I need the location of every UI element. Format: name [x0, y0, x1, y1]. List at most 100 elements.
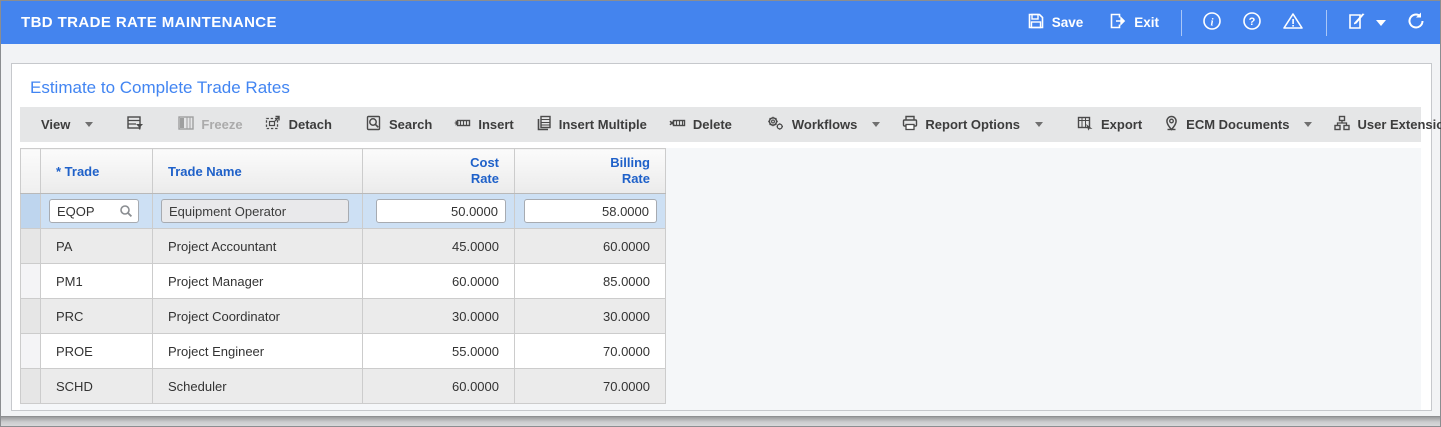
row-selector-cell[interactable] — [20, 228, 41, 264]
info-icon: i — [1202, 11, 1222, 34]
titlebar-separator — [1181, 9, 1182, 36]
trade-cell: PM1 — [40, 263, 153, 299]
save-icon — [1027, 12, 1045, 33]
column-header-cost-rate[interactable]: Cost Rate — [362, 148, 515, 194]
billing-rate-input[interactable] — [524, 199, 657, 223]
export-icon — [1077, 115, 1094, 134]
row-selector-cell[interactable] — [20, 263, 41, 299]
info-button[interactable]: i — [1202, 11, 1222, 34]
export-button[interactable]: Export — [1066, 112, 1153, 138]
trade-cell: PA — [40, 228, 153, 264]
trade-name-cell: Project Manager — [152, 263, 363, 299]
insert-button[interactable]: Insert — [443, 112, 524, 138]
billing-rate-cell: 30.0000 — [514, 298, 666, 334]
refresh-button[interactable] — [1406, 11, 1426, 34]
ecm-documents-button-label: ECM Documents — [1186, 117, 1290, 132]
warnings-button[interactable] — [1282, 11, 1304, 34]
svg-text:?: ? — [1249, 16, 1256, 28]
bottom-splitter-bar[interactable] — [1, 416, 1440, 426]
trade-name-cell: Scheduler — [152, 368, 363, 404]
trade-lov-field — [49, 199, 139, 223]
row-selector-cell[interactable] — [20, 193, 41, 229]
column-header-billing-rate[interactable]: Billing Rate — [514, 148, 666, 194]
delete-button-label: Delete — [692, 117, 732, 132]
trade-cell: PRC — [40, 298, 153, 334]
exit-icon — [1109, 12, 1127, 33]
view-menu-label: View — [41, 117, 71, 132]
delete-icon — [669, 115, 686, 134]
workflows-menu-button[interactable]: Workflows — [755, 112, 892, 138]
freeze-button[interactable]: Freeze — [167, 112, 253, 138]
exit-button[interactable]: Exit — [1109, 12, 1159, 33]
cost-rate-cell-editable — [362, 193, 515, 229]
trade-name-cell: Project Accountant — [152, 228, 363, 264]
search-button-label: Search — [388, 117, 433, 132]
workflows-gears-icon — [766, 115, 785, 134]
table-toolbar: View Freeze Detach — [20, 107, 1441, 142]
insert-button-label: Insert — [478, 117, 514, 132]
column-header-trade[interactable]: * Trade — [40, 148, 153, 194]
ecm-documents-menu-button[interactable]: ECM Documents — [1153, 112, 1323, 138]
row-selector-cell[interactable] — [20, 298, 41, 334]
table-row[interactable]: PROE Project Engineer 55.0000 70.0000 — [20, 333, 666, 369]
help-button[interactable]: ? — [1242, 11, 1262, 34]
search-icon — [366, 115, 382, 134]
billing-rate-cell: 70.0000 — [514, 333, 666, 369]
chevron-down-icon — [1304, 122, 1313, 127]
trade-cell: PROE — [40, 333, 153, 369]
export-button-label: Export — [1101, 117, 1143, 132]
save-button-label: Save — [1051, 15, 1084, 30]
table-area: * Trade Trade Name Cost Rate Billing Rat… — [20, 148, 1421, 410]
billing-rate-cell: 85.0000 — [514, 263, 666, 299]
user-extensions-button[interactable]: User Extensions — [1323, 112, 1441, 138]
chevron-down-icon — [1035, 122, 1043, 127]
save-button[interactable]: Save — [1027, 12, 1084, 33]
refresh-icon — [1406, 11, 1426, 34]
titlebar: TBD TRADE RATE MAINTENANCE Save Exit i — [1, 1, 1440, 44]
detach-button-label: Detach — [288, 117, 332, 132]
insert-multiple-button[interactable]: Insert Multiple — [525, 112, 658, 138]
detach-button[interactable]: Detach — [254, 112, 343, 138]
chevron-down-icon — [872, 122, 881, 127]
freeze-button-label: Freeze — [201, 117, 243, 132]
view-menu-button[interactable]: View — [30, 112, 104, 138]
edit-page-icon — [1347, 11, 1367, 34]
row-selector-cell[interactable] — [20, 368, 41, 404]
help-icon: ? — [1242, 11, 1262, 34]
search-button[interactable]: Search — [355, 112, 443, 138]
table-header-row: * Trade Trade Name Cost Rate Billing Rat… — [20, 148, 666, 194]
table-row[interactable]: SCHD Scheduler 60.0000 70.0000 — [20, 368, 666, 404]
trade-name-cell-readonly — [152, 193, 363, 229]
qbe-filter-button[interactable] — [116, 112, 155, 138]
column-header-trade-name[interactable]: Trade Name — [152, 148, 363, 194]
delete-button[interactable]: Delete — [658, 112, 743, 138]
trade-rates-table: * Trade Trade Name Cost Rate Billing Rat… — [20, 148, 666, 404]
freeze-icon — [178, 115, 195, 134]
qbe-filter-icon — [127, 115, 144, 134]
cost-rate-cell: 45.0000 — [362, 228, 515, 264]
user-extensions-icon — [1334, 115, 1351, 134]
report-options-menu-button[interactable]: Report Options — [891, 112, 1054, 138]
insert-multiple-icon — [536, 115, 552, 134]
insert-icon — [454, 115, 471, 134]
trade-name-input — [161, 199, 349, 223]
titlebar-separator — [1326, 9, 1327, 36]
trade-input[interactable] — [49, 199, 139, 223]
trade-name-cell: Project Engineer — [152, 333, 363, 369]
table-row[interactable]: PA Project Accountant 45.0000 60.0000 — [20, 228, 666, 264]
table-row-selected[interactable] — [20, 193, 666, 229]
billing-rate-cell-editable — [514, 193, 666, 229]
row-selector-cell[interactable] — [20, 333, 41, 369]
insert-multiple-button-label: Insert Multiple — [558, 117, 647, 132]
page-title: TBD TRADE RATE MAINTENANCE — [21, 14, 277, 31]
trade-cell-editable — [40, 193, 153, 229]
billing-rate-cell: 70.0000 — [514, 368, 666, 404]
table-row[interactable]: PRC Project Coordinator 30.0000 30.0000 — [20, 298, 666, 334]
cost-rate-cell: 55.0000 — [362, 333, 515, 369]
cost-rate-input[interactable] — [376, 199, 506, 223]
table-row[interactable]: PM1 Project Manager 60.0000 85.0000 — [20, 263, 666, 299]
detach-icon — [265, 115, 282, 134]
edit-menu-button[interactable] — [1347, 11, 1386, 34]
chevron-down-icon — [85, 122, 94, 127]
